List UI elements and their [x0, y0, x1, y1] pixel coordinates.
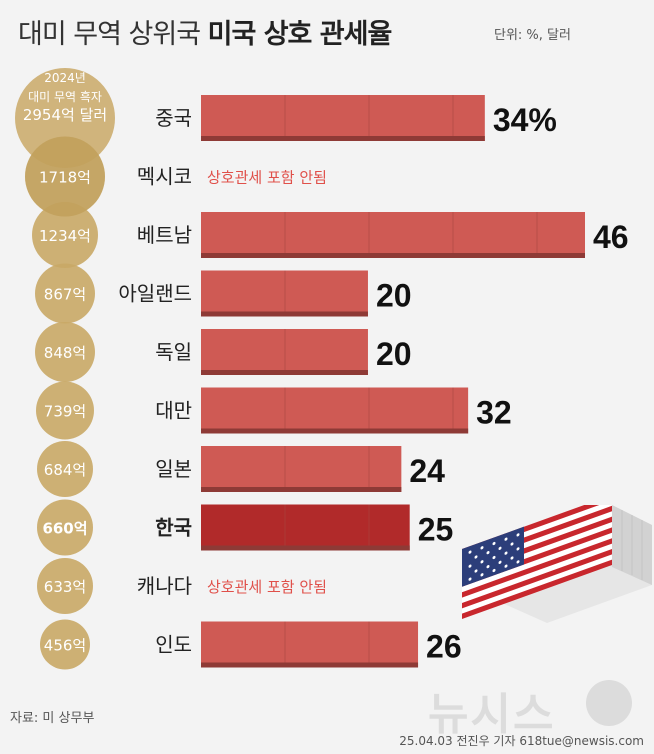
surplus-circle	[36, 381, 94, 440]
bar	[201, 621, 419, 668]
surplus-label: 660억	[42, 520, 87, 538]
bar	[201, 387, 469, 434]
category-label: 인도	[155, 633, 192, 657]
category-label: 독일	[155, 340, 192, 364]
category-label: 캐나다	[137, 574, 192, 598]
category-label: 베트남	[137, 223, 192, 247]
bar	[201, 446, 402, 492]
watermark: 뉴시스	[428, 689, 556, 740]
circle-header-text: 대미 무역 흑자	[28, 90, 102, 104]
surplus-label: 1234억	[39, 227, 91, 245]
bar-shadow	[201, 428, 469, 434]
surplus-label: 633억	[44, 578, 86, 596]
us-flag-illustration	[462, 494, 652, 629]
category-label: 일본	[155, 457, 192, 481]
surplus-circle	[37, 558, 93, 614]
bar-shadow	[201, 487, 402, 492]
bar	[201, 95, 485, 141]
value-label: 46	[593, 219, 629, 255]
surplus-label: 456억	[44, 637, 86, 655]
bar-shadow	[201, 545, 410, 551]
value-label: 20	[376, 336, 412, 372]
not-included-label: 상호관세 포함 안됨	[207, 578, 327, 596]
surplus-circle	[35, 263, 95, 324]
not-included-label: 상호관세 포함 안됨	[207, 169, 327, 187]
value-label: 24	[409, 453, 445, 489]
surplus-circle	[25, 136, 105, 217]
watermark-circle-icon	[586, 680, 632, 726]
bar-shadow	[201, 311, 368, 317]
unit-label: 단위: %, 달러	[494, 28, 571, 43]
surplus-label: 1718억	[39, 169, 91, 187]
source-note: 자료: 미 상무부	[10, 711, 95, 726]
category-label: 멕시코	[137, 165, 192, 189]
value-label: 26	[426, 629, 462, 665]
bar-shadow	[201, 136, 485, 141]
bar	[201, 270, 368, 317]
bar-shadow	[201, 253, 585, 258]
surplus-circle-overlap	[25, 136, 105, 217]
surplus-circle	[37, 499, 93, 556]
circle-header-text: 2954억 달러	[23, 106, 107, 124]
category-label: 대만	[155, 399, 192, 423]
bar-shadow	[201, 662, 419, 668]
surplus-label: 867억	[44, 286, 86, 304]
value-label: 25	[418, 512, 454, 548]
chart-title: 대미 무역 상위국 미국 상호 관세율	[18, 12, 393, 51]
bar-shadow	[201, 370, 368, 375]
category-label: 중국	[155, 106, 192, 130]
value-label: 32	[476, 395, 512, 431]
value-label: 34%	[493, 102, 557, 138]
title-part2: 미국 상호 관세율	[207, 19, 393, 50]
surplus-circle	[35, 322, 95, 382]
bar	[201, 329, 368, 375]
surplus-label: 684억	[44, 461, 86, 479]
category-label: 한국	[155, 516, 192, 540]
category-label: 아일랜드	[118, 282, 192, 306]
bar	[201, 212, 585, 258]
surplus-circle	[32, 202, 98, 268]
surplus-label: 739억	[44, 403, 86, 421]
surplus-label: 848억	[44, 344, 86, 362]
surplus-circle	[37, 441, 93, 497]
surplus-circle	[15, 68, 115, 168]
surplus-circle	[40, 619, 90, 670]
title-part1: 대미 무역 상위국	[18, 19, 201, 50]
value-label: 20	[376, 278, 412, 314]
credit-line: 25.04.03 전진우 기자 618tue@newsis.com	[399, 734, 644, 748]
circle-header-text: 2024년	[44, 71, 86, 85]
bar	[201, 504, 410, 551]
